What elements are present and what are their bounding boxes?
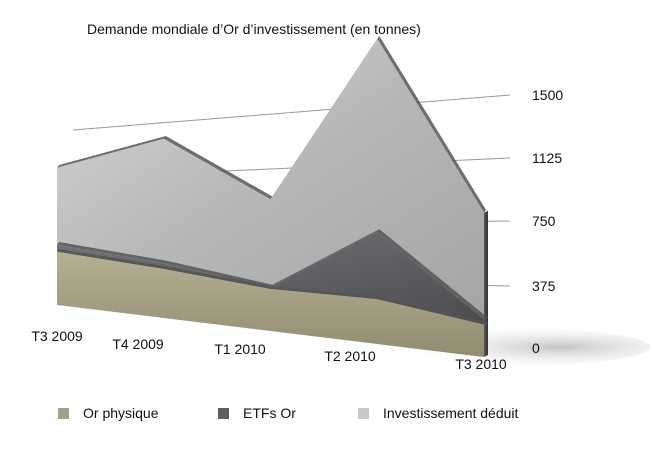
legend: Or physique ETFs Or Investissement déduit: [58, 405, 618, 425]
y-tick-label: 750: [532, 213, 556, 229]
series-side-face: [484, 210, 488, 320]
legend-label: ETFs Or: [243, 405, 296, 421]
y-tick-label: 1125: [532, 150, 562, 166]
legend-label: Or physique: [83, 405, 159, 421]
legend-item: ETFs Or: [218, 405, 296, 421]
series-side-face: [484, 322, 488, 357]
y-tick-label: 1500: [532, 87, 563, 103]
series-area-etfs-or: [57, 232, 484, 325]
legend-swatch: [218, 407, 229, 419]
legend-item: Or physique: [58, 405, 158, 421]
x-tick-label: T1 2010: [214, 341, 266, 357]
x-tick-label: T3 2010: [455, 356, 507, 372]
legend-item: Investissement déduit: [358, 405, 518, 421]
chart-title: Demande mondiale d’Or d’investissement (…: [87, 21, 421, 37]
legend-swatch: [358, 407, 369, 419]
series-top-edge: [57, 249, 487, 325]
series-area-investissement-d-duit: [57, 38, 484, 320]
legend-swatch: [58, 407, 69, 419]
y-tick-label: 375: [532, 278, 556, 294]
y-tick-label: 0: [532, 340, 540, 356]
x-tick-label: T3 2009: [31, 328, 83, 344]
series-area-or-physique: [57, 251, 484, 357]
x-tick-label: T4 2009: [112, 336, 164, 352]
legend-label: Investissement déduit: [383, 405, 519, 421]
x-tick-label: T2 2010: [324, 348, 376, 364]
gridline: [72, 94, 511, 131]
